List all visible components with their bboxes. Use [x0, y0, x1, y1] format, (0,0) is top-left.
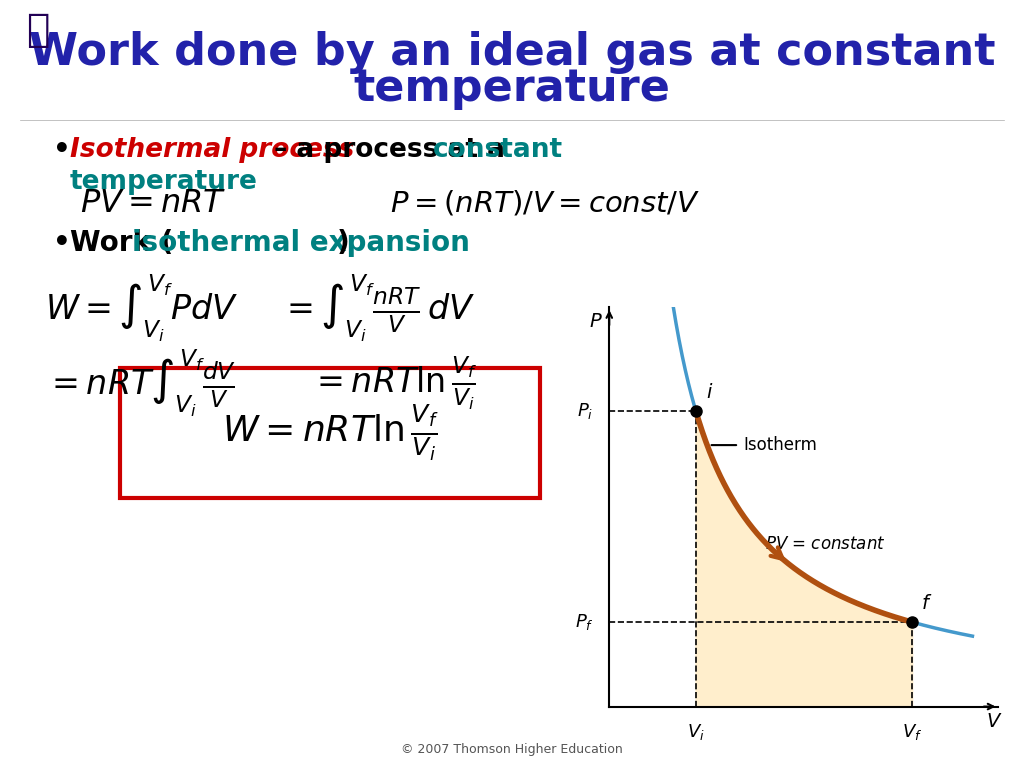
Text: ): )	[337, 229, 350, 257]
Text: 🦎: 🦎	[27, 11, 50, 49]
Text: $= nRT \int_{V_i}^{V_f} \frac{dV}{V}$: $= nRT \int_{V_i}^{V_f} \frac{dV}{V}$	[45, 347, 237, 419]
Text: temperature: temperature	[353, 67, 671, 110]
Text: $= \int_{V_i}^{V_f} \frac{nRT}{V}\, dV$: $= \int_{V_i}^{V_f} \frac{nRT}{V}\, dV$	[280, 272, 475, 344]
Text: constant: constant	[433, 137, 563, 163]
Bar	[120, 368, 540, 498]
Text: $V_f$: $V_f$	[902, 722, 922, 742]
Text: isothermal expansion: isothermal expansion	[132, 229, 470, 257]
Text: $= nRT \ln \frac{V_f}{V_i}$: $= nRT \ln \frac{V_f}{V_i}$	[310, 354, 477, 412]
Text: $P_i$: $P_i$	[578, 401, 594, 421]
Text: $W = nRT \ln \frac{V_f}{V_i}$: $W = nRT \ln \frac{V_f}{V_i}$	[221, 403, 438, 463]
Text: $P = (nRT)/V = const/V$: $P = (nRT)/V = const/V$	[390, 188, 700, 217]
Text: Isothermal process: Isothermal process	[70, 137, 354, 163]
Text: $i$: $i$	[707, 383, 714, 402]
Text: Work done by an ideal gas at constant: Work done by an ideal gas at constant	[29, 31, 995, 74]
Text: Work (: Work (	[70, 229, 173, 257]
Text: $P$: $P$	[590, 313, 603, 332]
Text: •: •	[53, 136, 71, 164]
Text: © 2007 Thomson Higher Education: © 2007 Thomson Higher Education	[401, 743, 623, 756]
Text: temperature: temperature	[70, 169, 258, 195]
Text: – a process at a: – a process at a	[265, 137, 514, 163]
Text: •: •	[53, 229, 71, 257]
Text: $W = \int_{V_i}^{V_f} PdV$: $W = \int_{V_i}^{V_f} PdV$	[45, 272, 239, 344]
Text: $PV$ = constant: $PV$ = constant	[765, 535, 886, 553]
Text: $f$: $f$	[921, 594, 932, 614]
Text: Isotherm: Isotherm	[743, 436, 817, 454]
Text: $P_f$: $P_f$	[574, 612, 594, 632]
Text: $V$: $V$	[986, 712, 1002, 731]
Text: $V_i$: $V_i$	[687, 722, 705, 742]
Text: $PV = nRT$: $PV = nRT$	[80, 187, 226, 219]
